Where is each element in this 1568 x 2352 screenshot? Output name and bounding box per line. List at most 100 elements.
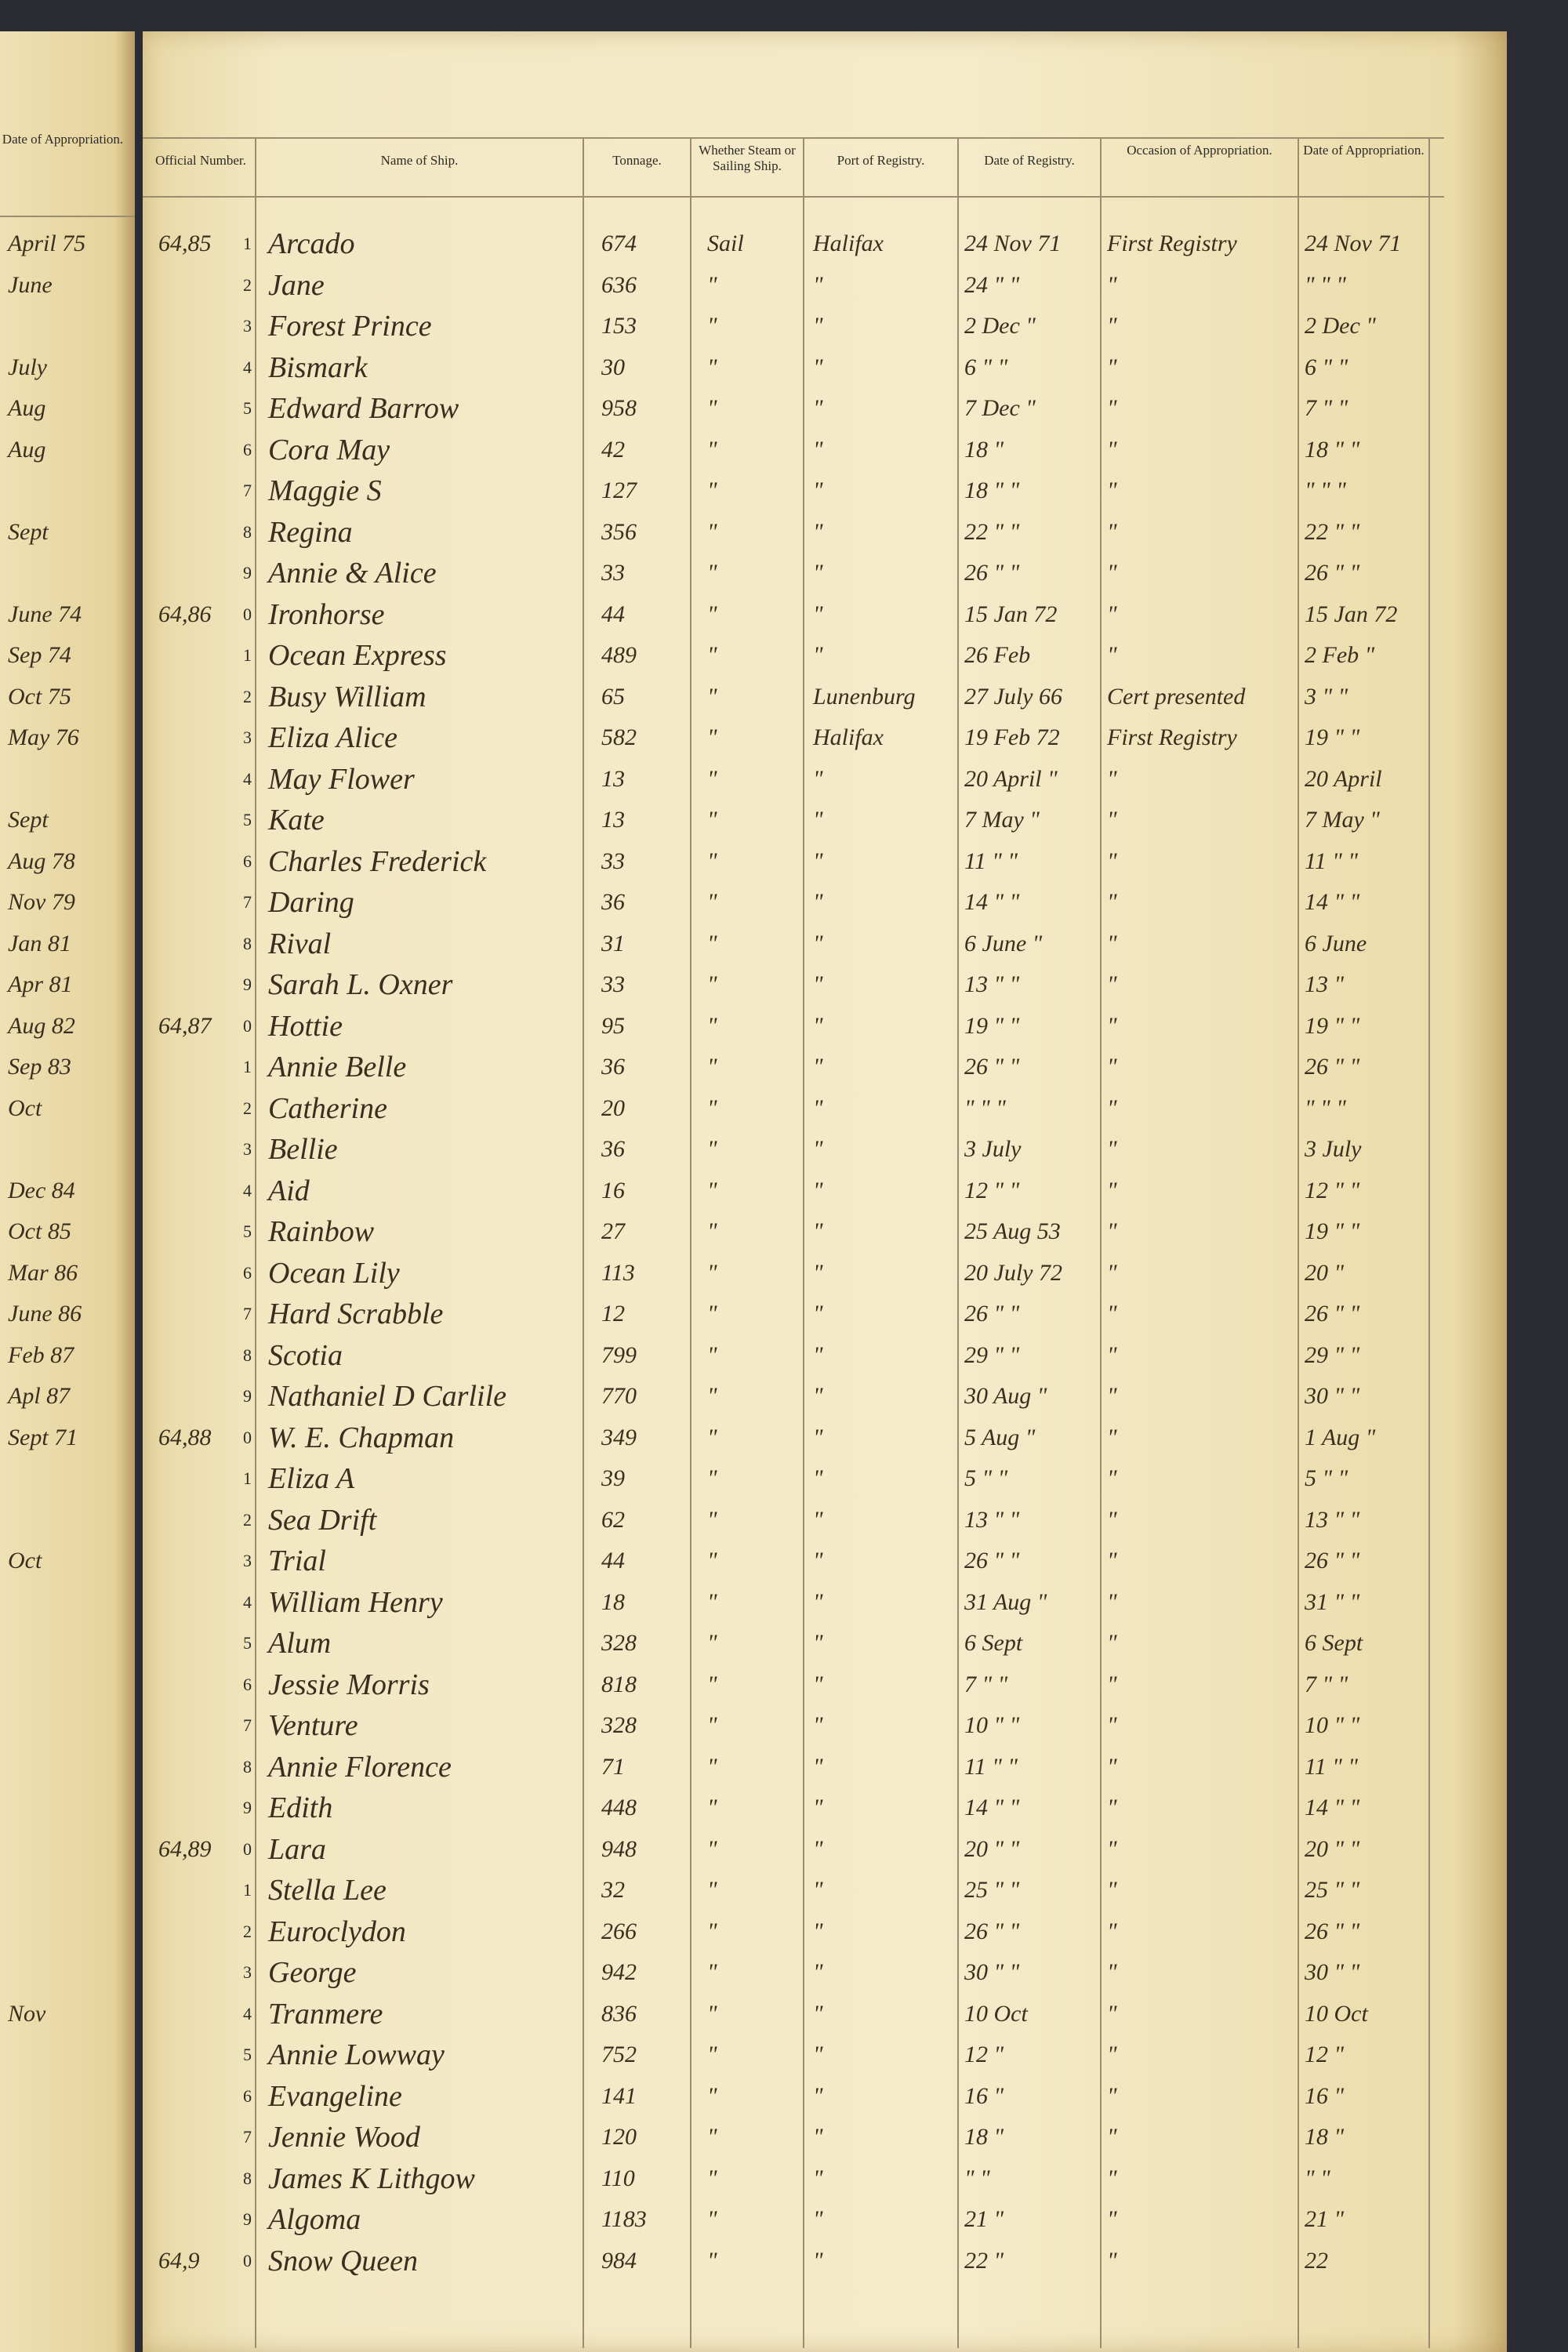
ship-name: Arcado bbox=[268, 227, 355, 260]
date-of-appropriation: 6 Sept bbox=[1305, 1630, 1363, 1656]
occasion: " bbox=[1107, 1177, 1117, 1203]
date-of-registry: 6 June " bbox=[964, 930, 1043, 956]
steam-or-sail: " bbox=[707, 2000, 717, 2027]
row-digit: 9 bbox=[243, 2209, 252, 2229]
port: Lunenburg bbox=[813, 683, 916, 710]
left-date: Apr 81 bbox=[8, 971, 73, 997]
row-digit: 0 bbox=[243, 1427, 252, 1447]
port: " bbox=[813, 1753, 823, 1780]
port: Halifax bbox=[813, 724, 884, 750]
tonnage: 328 bbox=[601, 1712, 637, 1738]
date-of-appropriation: 3 July bbox=[1305, 1136, 1362, 1162]
date-of-appropriation: 18 " " bbox=[1305, 436, 1360, 463]
tonnage: 489 bbox=[601, 642, 637, 668]
left-date: June 86 bbox=[8, 1301, 82, 1327]
ship-name: Venture bbox=[268, 1709, 358, 1742]
left-date: Dec 84 bbox=[8, 1177, 75, 1203]
tonnage: 799 bbox=[601, 1341, 637, 1368]
row-digit: 9 bbox=[243, 563, 252, 583]
date-of-registry: 15 Jan 72 bbox=[964, 601, 1058, 627]
date-of-registry: 14 " " bbox=[964, 889, 1020, 915]
ship-name: Charles Frederick bbox=[268, 844, 487, 878]
occasion: " bbox=[1107, 354, 1117, 380]
tonnage: 95 bbox=[601, 1012, 625, 1039]
occasion: " bbox=[1107, 1671, 1117, 1697]
tonnage: 33 bbox=[601, 971, 625, 997]
tonnage: 153 bbox=[601, 313, 637, 339]
tonnage: 636 bbox=[601, 271, 637, 298]
ship-name: Kate bbox=[268, 804, 325, 837]
steam-or-sail: " bbox=[707, 601, 717, 627]
port: " bbox=[813, 1136, 823, 1162]
ship-name: Snow Queen bbox=[268, 2244, 419, 2278]
port: " bbox=[813, 971, 823, 997]
tonnage: 18 bbox=[601, 1588, 625, 1615]
date-of-registry: 5 Aug " bbox=[964, 1424, 1036, 1450]
ship-name: Annie Belle bbox=[268, 1051, 407, 1083]
steam-or-sail: " bbox=[707, 1177, 717, 1203]
date-of-registry: 26 " " bbox=[964, 1918, 1020, 1944]
port: " bbox=[813, 848, 823, 874]
date-of-appropriation: 13 " " bbox=[1305, 1506, 1360, 1533]
steam-or-sail: " bbox=[707, 1054, 717, 1080]
ship-name: Jessie Morris bbox=[268, 1668, 430, 1701]
occasion: " bbox=[1107, 1548, 1117, 1573]
date-of-appropriation: 2 Feb " bbox=[1305, 642, 1375, 668]
occasion: " bbox=[1107, 436, 1117, 463]
occasion: " bbox=[1107, 1341, 1117, 1368]
date-of-appropriation: 13 " bbox=[1305, 971, 1345, 997]
date-of-registry: 6 " " bbox=[964, 354, 1008, 380]
steam-or-sail: " bbox=[707, 1671, 717, 1697]
port: " bbox=[813, 1877, 823, 1903]
occasion: " bbox=[1107, 1877, 1117, 1903]
steam-or-sail: " bbox=[707, 1094, 717, 1121]
port: " bbox=[813, 1548, 823, 1573]
steam-or-sail: " bbox=[707, 560, 717, 586]
date-of-registry: " " bbox=[964, 2165, 990, 2191]
date-of-appropriation: 21 " bbox=[1305, 2206, 1345, 2232]
rule bbox=[1298, 137, 1299, 2348]
occasion: " bbox=[1107, 518, 1117, 545]
row-digit: 5 bbox=[243, 398, 252, 418]
port: " bbox=[813, 2247, 823, 2274]
tonnage: 42 bbox=[601, 436, 625, 463]
row-digit: 2 bbox=[243, 1921, 252, 1941]
port: " bbox=[813, 1301, 823, 1327]
ship-name: W. E. Chapman bbox=[268, 1421, 455, 1454]
left-date: Aug 78 bbox=[8, 848, 75, 874]
date-of-registry: 25 Aug 53 bbox=[964, 1218, 1061, 1244]
left-page: Date of Appropriation. April 75 June July A… bbox=[0, 31, 135, 2352]
occasion: " bbox=[1107, 1094, 1117, 1121]
tonnage: 12 bbox=[601, 1301, 625, 1327]
tonnage: 356 bbox=[601, 518, 637, 545]
occasion: " bbox=[1107, 1301, 1117, 1327]
ship-name: Annie & Alice bbox=[268, 557, 437, 590]
row-digit: 5 bbox=[243, 1633, 252, 1653]
row-digit: 0 bbox=[243, 1838, 252, 1859]
steam-or-sail: " bbox=[707, 2247, 717, 2274]
port: " bbox=[813, 436, 823, 463]
occasion: " bbox=[1107, 2000, 1117, 2027]
left-date: May 76 bbox=[8, 724, 79, 750]
steam-or-sail: " bbox=[707, 1630, 717, 1656]
occasion: First Registry bbox=[1107, 230, 1237, 256]
ship-name: Cora May bbox=[268, 433, 390, 466]
tonnage: 818 bbox=[601, 1671, 637, 1697]
row-digit: 1 bbox=[243, 1880, 252, 1900]
date-of-registry: 13 " " bbox=[964, 1506, 1020, 1533]
ship-name: Jane bbox=[268, 268, 325, 302]
occasion: " bbox=[1107, 271, 1117, 298]
official-number: 64,85 bbox=[158, 230, 212, 256]
port: " bbox=[813, 1918, 823, 1944]
port: " bbox=[813, 2206, 823, 2232]
port: " bbox=[813, 1341, 823, 1368]
column-header: Port of Registry. bbox=[837, 153, 925, 168]
occasion: " bbox=[1107, 1259, 1117, 1286]
tonnage: 36 bbox=[601, 1136, 625, 1162]
steam-or-sail: " bbox=[707, 765, 717, 792]
ship-name: Rainbow bbox=[268, 1215, 375, 1248]
ship-name: Eliza Alice bbox=[268, 721, 397, 754]
port: " bbox=[813, 271, 823, 298]
left-date: Oct bbox=[8, 1548, 42, 1573]
port: " bbox=[813, 889, 823, 915]
